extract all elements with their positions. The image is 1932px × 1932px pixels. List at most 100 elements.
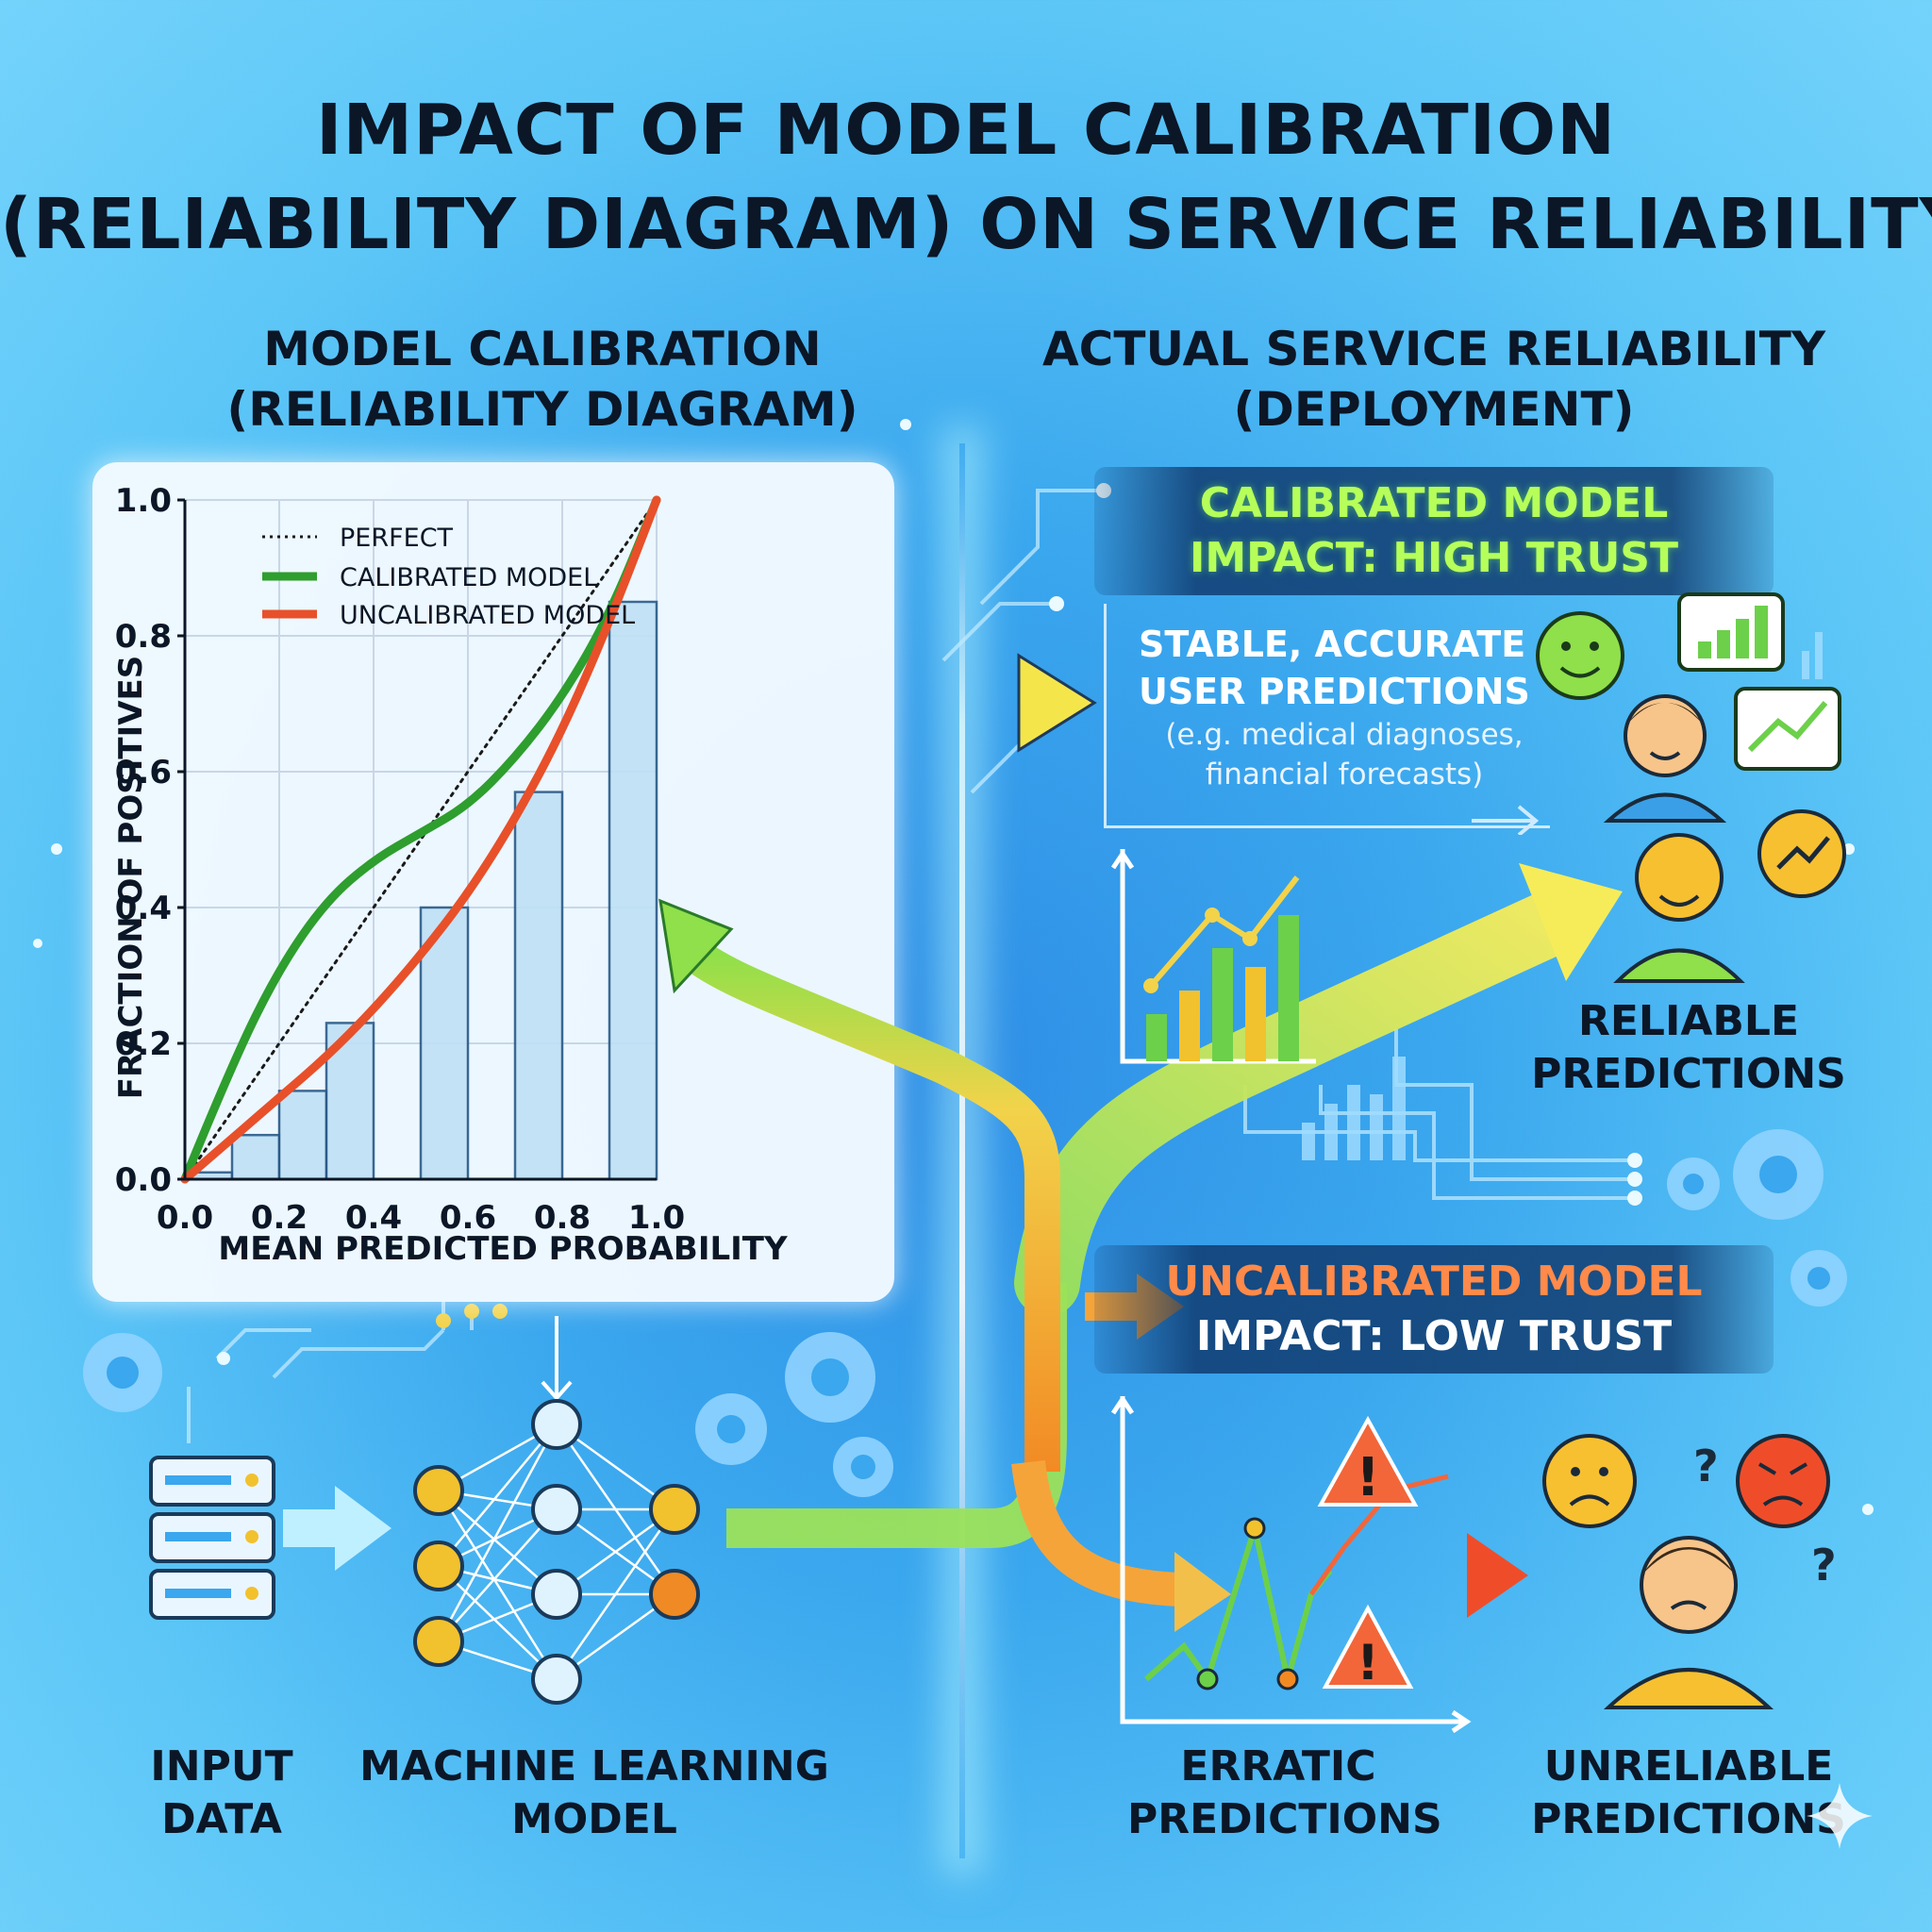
left-section-title-line-2: (RELIABILITY DIAGRAM) [226, 382, 858, 437]
page-title: IMPACT OF MODEL CALIBRATION (RELIABILITY… [0, 83, 1932, 272]
left-section-title-line-1: MODEL CALIBRATION [263, 322, 822, 376]
erratic-chart-icon [1110, 1396, 1472, 1734]
calibrated-banner-line-2: IMPACT: HIGH TRUST [1189, 534, 1678, 582]
y-axis-title: FRACTION OF POSITIVES [112, 656, 150, 1100]
question-mark-1: ? [1693, 1441, 1719, 1491]
y-tick-label-2: 0.4 [115, 890, 172, 927]
erratic-predictions-label: ERRATIC PREDICTIONS [1127, 1740, 1442, 1846]
arrow-to-erratic-head [1174, 1552, 1231, 1632]
reliability-diagram: 0.0 0.2 0.4 0.6 0.8 1.0 0.0 0.2 0.4 0.6 0.8 1.0 MEA… [112, 482, 788, 1268]
unhappy-user-avatar [1603, 1536, 1774, 1709]
reliable-predictions-label: RELIABLE PREDICTIONS [1509, 995, 1868, 1101]
series-line-calibrated-model [180, 495, 661, 1184]
histogram-bar-9 [608, 600, 658, 1181]
happy-user-avatar-1 [1603, 694, 1727, 823]
angry-face-icon [1736, 1434, 1830, 1528]
histogram-bar-5 [419, 906, 470, 1181]
uncalibrated-impact-banner: UNCALIBRATED MODEL IMPACT: LOW TRUST [1094, 1245, 1774, 1374]
warning-icon-2: ! [1322, 1604, 1414, 1691]
input-label-line-2: DATA [161, 1795, 282, 1843]
reliable-label-line-2: PREDICTIONS [1531, 1050, 1846, 1098]
legend-label-uncalibrated: UNCALIBRATED MODEL [340, 601, 635, 630]
reliability-diagram-card [92, 462, 894, 1302]
histogram-bar-2 [277, 1090, 328, 1181]
uncalibrated-banner-line-2: IMPACT: LOW TRUST [1195, 1312, 1673, 1360]
x-tick-label-3: 0.6 [440, 1199, 496, 1237]
info-box-arrow-icon [1472, 805, 1540, 835]
chart-legend: PERFECT CALIBRATED MODEL UNCALIBRATED MO… [262, 524, 635, 630]
title-line-2: (RELIABILITY DIAGRAM) ON SERVICE RELIABI… [0, 184, 1932, 265]
histogram-bar-7 [513, 791, 564, 1181]
right-section-title-line-2: (DEPLOYMENT) [1233, 382, 1635, 437]
arrow-back-to-chart [681, 939, 1060, 1472]
right-section-title: ACTUAL SERVICE RELIABILITY (DEPLOYMENT) [1019, 319, 1849, 440]
x-tick-label-1: 0.2 [251, 1199, 308, 1237]
unreliable-predictions-label: UNRELIABLE PREDICTIONS [1509, 1740, 1868, 1846]
legend-label-calibrated: CALIBRATED MODEL [340, 563, 597, 592]
model-output-flow [726, 1283, 1067, 1548]
smiley-bubble-icon [1536, 611, 1624, 700]
left-section-title: MODEL CALIBRATION (RELIABILITY DIAGRAM) [189, 319, 896, 440]
stable-predictions-box: STABLE, ACCURATE USER PREDICTIONS (e.g. … [1104, 604, 1550, 828]
calibrated-banner-line-1: CALIBRATED MODEL [1199, 479, 1669, 527]
info-sub-1: (e.g. medical diagnoses, [1165, 718, 1524, 752]
x-tick-label-0: 0.0 [157, 1199, 213, 1237]
erratic-label-line-1: ERRATIC [1180, 1742, 1376, 1790]
x-tick-label-5: 1.0 [628, 1199, 685, 1237]
series-line-perfect [183, 498, 658, 1181]
happy-users-group [1536, 592, 1846, 983]
y-tick-label-1: 0.2 [115, 1025, 172, 1063]
arrow-to-unreliable-head [1467, 1533, 1528, 1618]
up-trend-bubble-icon [1757, 809, 1846, 898]
database-icon [149, 1456, 275, 1620]
arrow-into-model [541, 1316, 573, 1402]
warning-icon-2-symbol: ! [1357, 1635, 1379, 1691]
info-heading-1: STABLE, ACCURATE [1139, 624, 1526, 665]
unreliable-label-line-1: UNRELIABLE [1543, 1742, 1834, 1790]
erratic-label-line-2: PREDICTIONS [1127, 1795, 1442, 1843]
y-tick-label-3: 0.6 [115, 754, 172, 791]
input-label-line-1: INPUT [150, 1742, 293, 1790]
trend-bubble-icon [1734, 687, 1841, 771]
y-tick-label-4: 0.8 [115, 618, 172, 656]
arrow-input-to-model-head [335, 1486, 391, 1571]
warning-icon: ! [1317, 1415, 1419, 1508]
y-tick-label-0: 0.0 [115, 1161, 172, 1199]
x-axis-title: MEAN PREDICTED PROBABILITY [218, 1230, 788, 1268]
input-data-label: INPUT DATA [104, 1740, 340, 1846]
sparkle-icon [1807, 1783, 1873, 1849]
arrow-to-reliable-head [1519, 863, 1623, 981]
sad-face-icon [1542, 1434, 1637, 1528]
unreliable-label-line-2: PREDICTIONS [1531, 1795, 1846, 1843]
right-section-title-line-1: ACTUAL SERVICE RELIABILITY [1041, 322, 1826, 376]
title-line-1: IMPACT OF MODEL CALIBRATION [315, 90, 1617, 171]
chart-axes: 0.0 0.2 0.4 0.6 0.8 1.0 0.0 0.2 0.4 0.6 0.8 1.0 [115, 482, 685, 1237]
question-mark-2: ? [1811, 1540, 1837, 1591]
x-tick-label-2: 0.4 [345, 1199, 402, 1237]
neural-network-icon [413, 1399, 700, 1705]
model-label-line-1: MACHINE LEARNING [359, 1742, 829, 1790]
info-sub-2: financial forecasts) [1205, 758, 1484, 791]
legend-label-perfect: PERFECT [340, 524, 454, 553]
arrow-to-erratic [1011, 1459, 1180, 1607]
ml-model-label: MACHINE LEARNING MODEL [358, 1740, 830, 1846]
arrow-back-to-chart-head [658, 898, 734, 994]
uncalibrated-banner-line-1: UNCALIBRATED MODEL [1165, 1257, 1703, 1306]
model-label-line-2: MODEL [511, 1795, 677, 1843]
info-heading-2: USER PREDICTIONS [1139, 671, 1530, 712]
rising-chart-icon [1110, 849, 1316, 1064]
bar-chart-bubble-icon [1677, 592, 1785, 672]
x-tick-label-4: 0.8 [534, 1199, 591, 1237]
section-divider [959, 443, 965, 1858]
series-line-uncalibrated-model [180, 495, 661, 1184]
calibrated-impact-banner: CALIBRATED MODEL IMPACT: HIGH TRUST [1094, 467, 1774, 595]
histogram-bars [183, 600, 658, 1181]
calibration-curves [180, 495, 661, 1184]
reliable-label-line-1: RELIABLE [1577, 997, 1800, 1045]
happy-user-avatar-2 [1613, 833, 1745, 983]
unhappy-users-group: ? ? [1542, 1434, 1837, 1709]
y-tick-label-5: 1.0 [115, 482, 172, 520]
arrow-to-calibrated-head [1017, 653, 1097, 753]
